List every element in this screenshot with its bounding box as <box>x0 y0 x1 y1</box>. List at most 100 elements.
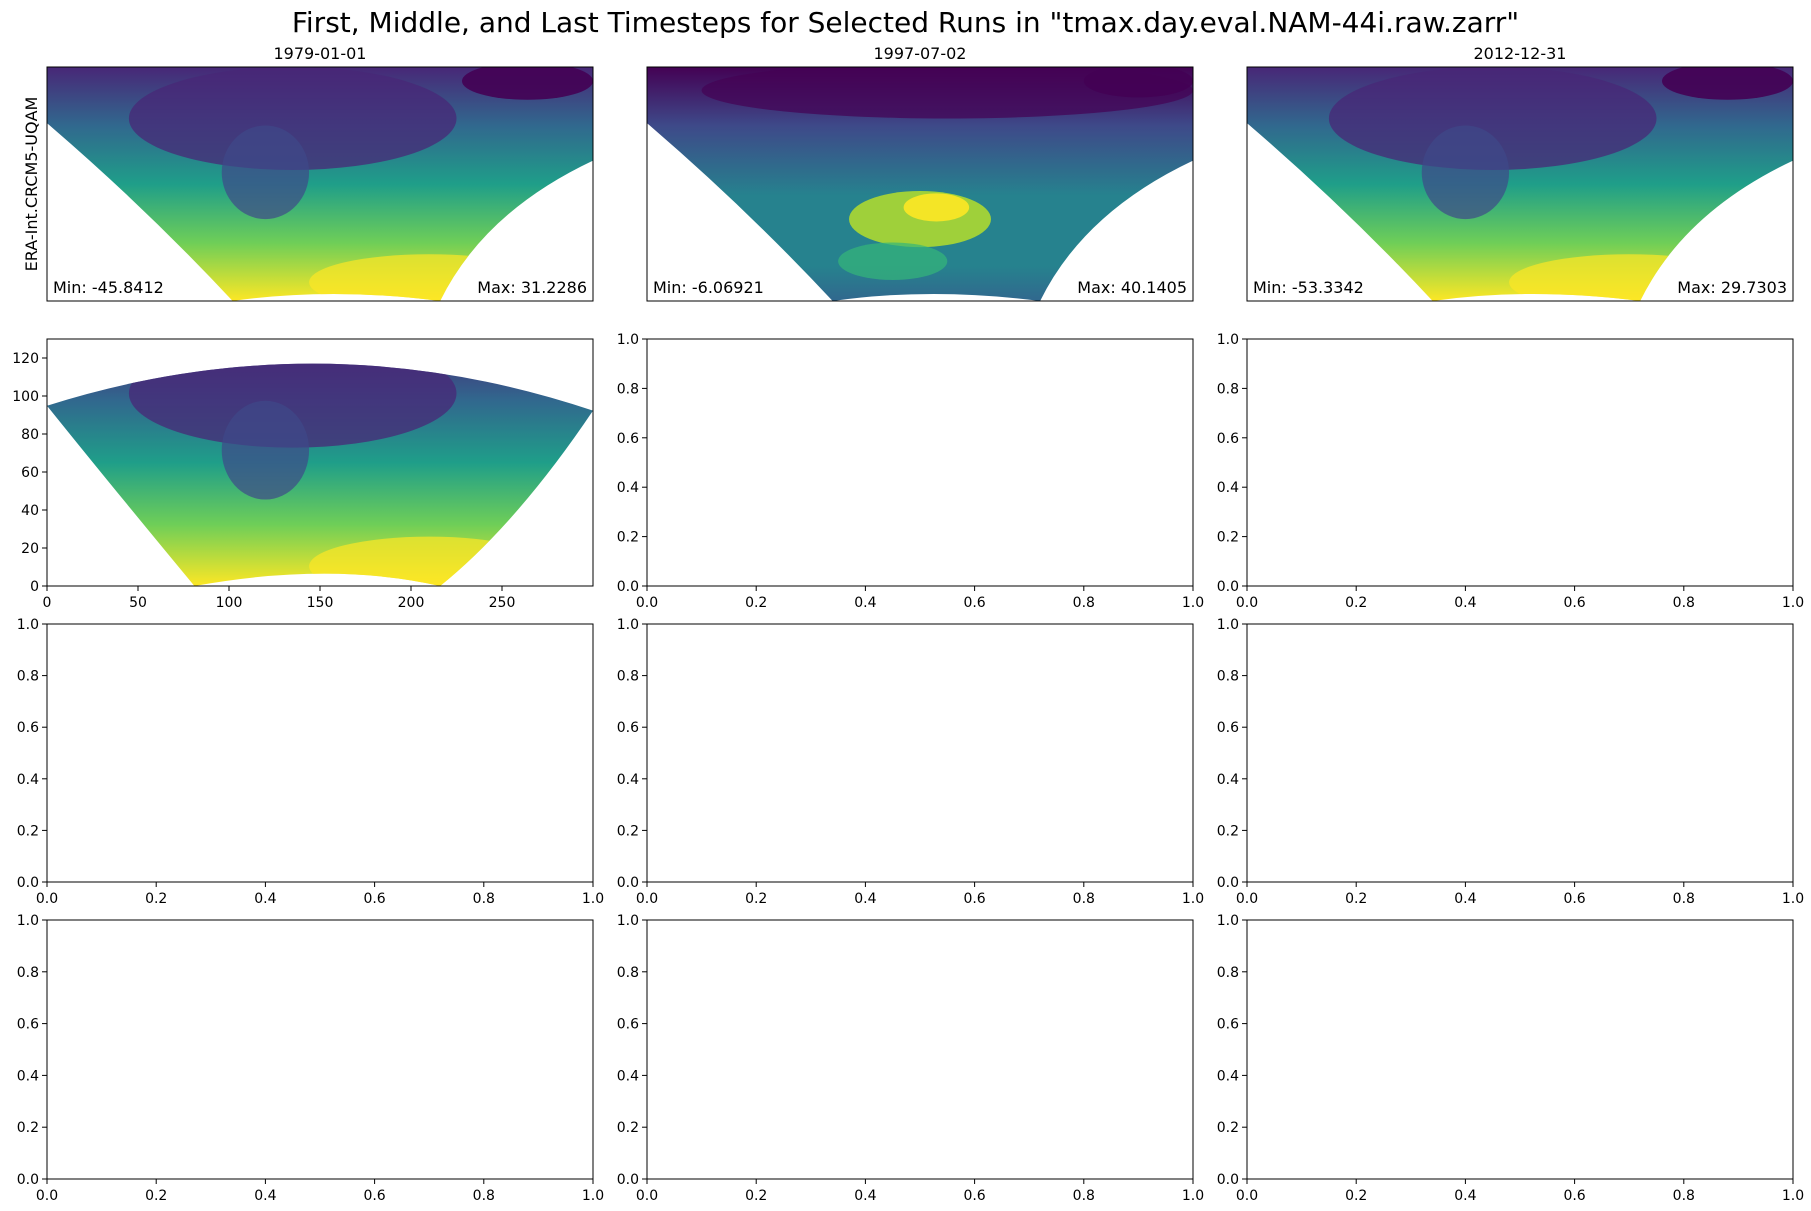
empty-row1-col1-ytick: 0.6 <box>617 431 639 447</box>
empty-row2-col2-xtick: 0.8 <box>1673 891 1695 907</box>
empty-row2-col2-frame <box>1246 623 1794 883</box>
empty-row2-col2-ytick: 0.0 <box>1217 875 1239 891</box>
empty-row3-col2-xtick: 1.0 <box>1782 1188 1804 1204</box>
empty-row2-col1-ytick: 0.4 <box>617 772 639 788</box>
empty-row3-col2-frame <box>1246 919 1794 1180</box>
map-row0-col0-title: 1979-01-01 <box>274 44 367 63</box>
map-row0-col2-title: 2012-12-31 <box>1474 44 1567 63</box>
empty-row2-col1-xtick: 0.2 <box>745 891 767 907</box>
empty-row2-col0-ytick: 0.0 <box>17 875 39 891</box>
empty-row3-col1-ytick: 0.0 <box>617 1172 639 1188</box>
empty-row1-col2-ytick: 0.2 <box>1217 530 1239 546</box>
empty-row3-col1-ytick: 0.2 <box>617 1120 639 1136</box>
empty-row2-col1-frame <box>646 623 1194 883</box>
empty-row2-col0-xtick: 0.2 <box>145 891 167 907</box>
empty-row1-col1-xtick: 1.0 <box>1182 595 1204 611</box>
empty-row3-col0-ytick: 0.6 <box>17 1017 39 1033</box>
map-row0-col1-max-label: Max: 40.1405 <box>1077 278 1187 297</box>
empty-row2-col0-frame <box>46 623 594 883</box>
empty-row3-col2-xtick: 0.4 <box>1454 1188 1476 1204</box>
map-row1-col0-ytick: 100 <box>12 389 39 405</box>
empty-row2-col1-xtick: 1.0 <box>1182 891 1204 907</box>
empty-row3-col0-xtick: 0.2 <box>145 1188 167 1204</box>
empty-row1-col1-xtick: 0.2 <box>745 595 767 611</box>
empty-row2-col0-ytick: 0.6 <box>17 720 39 736</box>
empty-row2-col2-xtick: 0.4 <box>1454 891 1476 907</box>
empty-row2-col0-ytick: 0.4 <box>17 772 39 788</box>
empty-row3-col0-frame <box>46 919 594 1180</box>
empty-row1-col2-xtick: 0.6 <box>1563 595 1585 611</box>
empty-row3-col2-ytick: 0.2 <box>1217 1120 1239 1136</box>
map-row1-col0-ytick: 60 <box>21 465 39 481</box>
empty-row2-col1-xtick: 0.4 <box>854 891 876 907</box>
empty-row3-col1-ytick: 0.8 <box>617 965 639 981</box>
map-row1-col0-xtick: 0 <box>43 595 52 611</box>
empty-row3-col1-ytick: 0.6 <box>617 1017 639 1033</box>
map-row0-col2-frame <box>1246 66 1794 302</box>
empty-row3-col2-ytick: 0.6 <box>1217 1017 1239 1033</box>
empty-row2-col2-ytick: 0.2 <box>1217 823 1239 839</box>
map-row1-col0-ytick: 20 <box>21 541 39 557</box>
empty-row1-col2-ytick: 0.8 <box>1217 381 1239 397</box>
map-row1-col0-ytick: 0 <box>30 579 39 595</box>
empty-row1-col2-ytick: 0.0 <box>1217 579 1239 595</box>
map-row1-col0-ytick: 80 <box>21 427 39 443</box>
empty-row2-col1-xtick: 0.0 <box>636 891 658 907</box>
empty-row1-col2-xtick: 0.8 <box>1673 595 1695 611</box>
heatmap-field <box>47 363 593 586</box>
empty-row2-col2-xtick: 1.0 <box>1782 891 1804 907</box>
empty-row2-col0-ytick: 1.0 <box>17 617 39 633</box>
empty-row3-col1-xtick: 0.0 <box>636 1188 658 1204</box>
map-row1-col0-ytick: 40 <box>21 503 39 519</box>
empty-row1-col2-xtick: 1.0 <box>1782 595 1804 611</box>
map-row1-col0-ytick: 120 <box>12 351 39 367</box>
empty-row2-col0-xtick: 1.0 <box>582 891 604 907</box>
empty-row1-col2-xtick: 0.0 <box>1236 595 1258 611</box>
empty-row3-col1-xtick: 1.0 <box>1182 1188 1204 1204</box>
empty-row3-col2-xtick: 0.2 <box>1345 1188 1367 1204</box>
map-row0-col2-max-label: Max: 29.7303 <box>1677 278 1787 297</box>
empty-row1-col2-xtick: 0.4 <box>1454 595 1476 611</box>
empty-row2-col2-ytick: 0.8 <box>1217 669 1239 685</box>
empty-row3-col0-xtick: 0.4 <box>254 1188 276 1204</box>
empty-row2-col0-xtick: 0.6 <box>363 891 385 907</box>
empty-row1-col2-xtick: 0.2 <box>1345 595 1367 611</box>
empty-row3-col1-ytick: 1.0 <box>617 913 639 929</box>
heatmap-field <box>1247 67 1793 301</box>
empty-row2-col2-xtick: 0.2 <box>1345 891 1367 907</box>
empty-row3-col1-xtick: 0.4 <box>854 1188 876 1204</box>
empty-row3-col0-ytick: 0.2 <box>17 1120 39 1136</box>
map-row1-col0-xtick: 150 <box>307 595 334 611</box>
map-row1-col0-xtick: 50 <box>129 595 147 611</box>
map-row0-col1-frame <box>646 66 1194 302</box>
empty-row3-col1-xtick: 0.6 <box>963 1188 985 1204</box>
empty-row2-col2-ytick: 1.0 <box>1217 617 1239 633</box>
heatmap-field <box>647 67 1193 301</box>
empty-row1-col2-ytick: 0.6 <box>1217 431 1239 447</box>
map-row0-col0-min-label: Min: -45.8412 <box>53 278 164 297</box>
map-row1-col0-xtick: 200 <box>398 595 425 611</box>
map-row0-col1-title: 1997-07-02 <box>874 44 967 63</box>
map-row0-col2-min-label: Min: -53.3342 <box>1253 278 1364 297</box>
empty-row3-col2-xtick: 0.0 <box>1236 1188 1258 1204</box>
empty-row2-col1-ytick: 0.6 <box>617 720 639 736</box>
empty-row3-col0-xtick: 0.6 <box>363 1188 385 1204</box>
empty-row2-col1-ytick: 0.0 <box>617 875 639 891</box>
empty-row1-col1-xtick: 0.8 <box>1073 595 1095 611</box>
empty-row1-col2-ytick: 1.0 <box>1217 332 1239 348</box>
empty-row2-col0-ytick: 0.8 <box>17 669 39 685</box>
empty-row3-col0-ytick: 1.0 <box>17 913 39 929</box>
empty-row1-col1-ytick: 0.4 <box>617 480 639 496</box>
empty-row1-col1-ytick: 1.0 <box>617 332 639 348</box>
map-row1-col0-xtick: 250 <box>489 595 516 611</box>
empty-row2-col0-ytick: 0.2 <box>17 823 39 839</box>
empty-row2-col2-xtick: 0.6 <box>1563 891 1585 907</box>
map-row1-col0-xtick: 100 <box>216 595 243 611</box>
empty-row2-col2-xtick: 0.0 <box>1236 891 1258 907</box>
empty-row2-col2-ytick: 0.4 <box>1217 772 1239 788</box>
empty-row3-col1-frame <box>646 919 1194 1180</box>
empty-row1-col1-ytick: 0.8 <box>617 381 639 397</box>
empty-row2-col0-xtick: 0.4 <box>254 891 276 907</box>
empty-row2-col0-xtick: 0.8 <box>473 891 495 907</box>
